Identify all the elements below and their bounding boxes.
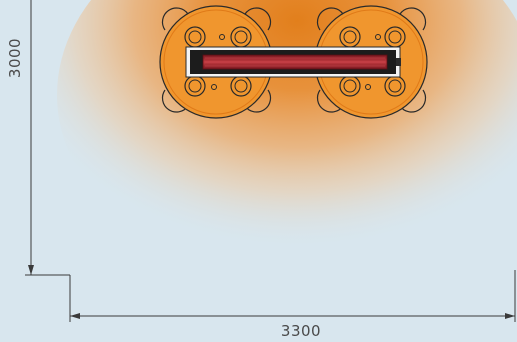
chair-icon	[161, 89, 189, 113]
chair-icon	[316, 89, 344, 113]
infrared-heater-icon	[185, 46, 401, 78]
chair-icon	[244, 7, 272, 31]
chair-icon	[399, 89, 427, 113]
width-label: 3300	[281, 322, 321, 340]
chair-icon	[316, 7, 344, 31]
height-dimension	[25, 0, 70, 276]
height-label: 3000	[6, 38, 24, 78]
chair-icon	[244, 89, 272, 113]
chair-icon	[161, 7, 189, 31]
chair-icon	[399, 7, 427, 31]
heat-zone	[57, 0, 517, 280]
width-dimension	[69, 270, 516, 322]
